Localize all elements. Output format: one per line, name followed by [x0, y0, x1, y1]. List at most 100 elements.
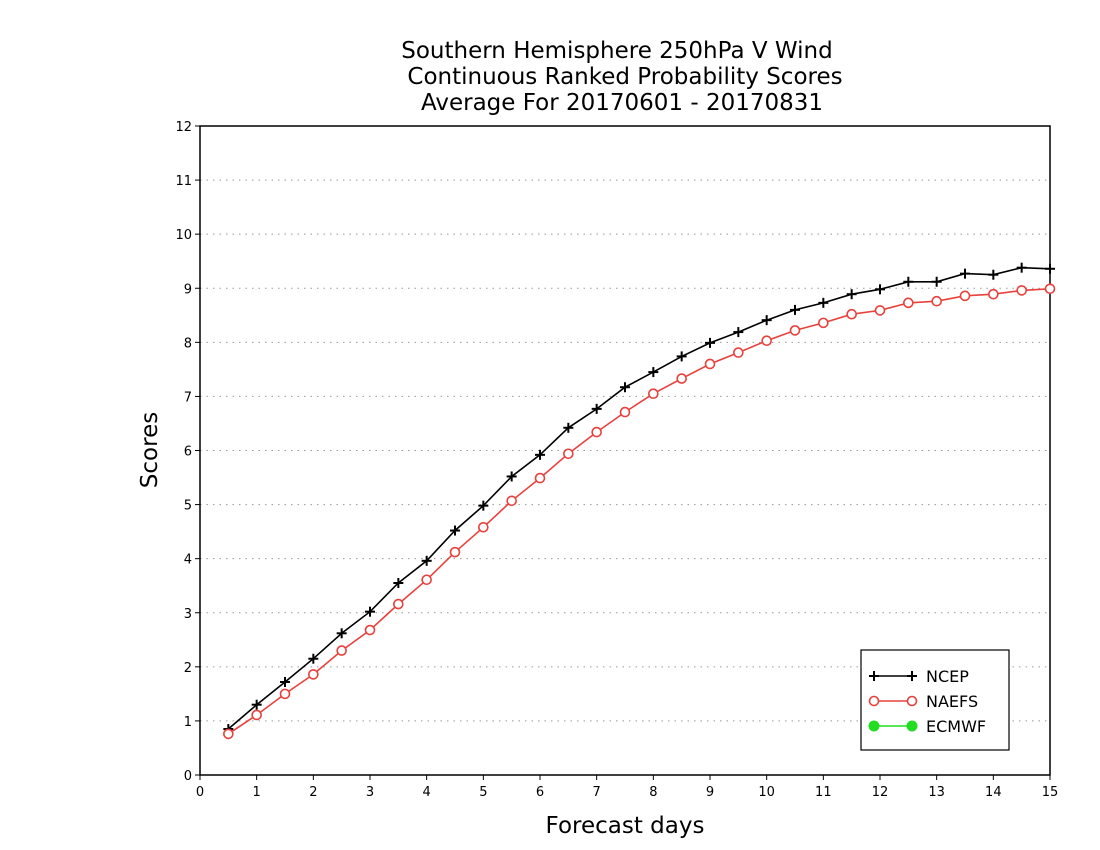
- data-point-ncep: [988, 269, 999, 280]
- x-axis-title: Forecast days: [546, 813, 705, 839]
- y-tick-label: 4: [184, 553, 192, 568]
- data-point-naefs: [563, 448, 574, 460]
- x-tick-label: 5: [479, 785, 487, 800]
- x-tick-label: 13: [928, 785, 945, 800]
- x-tick-label: 3: [366, 785, 374, 800]
- data-point-ncep: [535, 449, 545, 460]
- data-point-ncep: [563, 422, 574, 433]
- y-axis-title: Scores: [137, 412, 163, 488]
- title-line-3: Average For 20170601 - 20170831: [421, 90, 823, 116]
- data-point-ncep: [1045, 263, 1055, 274]
- y-tick-label: 7: [184, 390, 192, 405]
- data-point-ncep: [761, 315, 772, 326]
- y-tick-label: 6: [184, 445, 192, 460]
- data-point-ncep: [251, 699, 262, 710]
- y-tick-label: 1: [184, 715, 192, 730]
- data-point-naefs: [478, 521, 489, 533]
- series-naefs: [223, 283, 1056, 740]
- data-point-naefs: [988, 288, 999, 300]
- data-point-naefs: [761, 335, 772, 347]
- data-point-naefs: [733, 347, 744, 358]
- data-point-ncep: [733, 327, 744, 338]
- legend-label: ECMWF: [926, 717, 986, 736]
- data-point-naefs: [421, 574, 432, 586]
- x-tick-label: 8: [649, 785, 657, 800]
- data-point-ncep: [393, 578, 404, 589]
- data-point-naefs: [931, 295, 942, 307]
- legend-label: NCEP: [926, 667, 969, 686]
- legend-marker-start: [868, 720, 880, 732]
- data-point-ncep: [705, 337, 715, 348]
- y-tick-label: 8: [184, 336, 192, 351]
- legend-entry-naefs: NAEFS: [868, 692, 978, 711]
- y-tick-label: 3: [184, 607, 192, 622]
- x-tick-label: 0: [196, 785, 204, 800]
- title-line-2: Continuous Ranked Probability Scores: [407, 64, 842, 90]
- x-tick-label: 15: [1042, 785, 1059, 800]
- legend-entry-ecmwf: ECMWF: [868, 717, 986, 736]
- x-tick-label: 6: [536, 785, 544, 800]
- data-point-naefs: [591, 426, 602, 438]
- legend: NCEP NAEFS ECMWF: [860, 649, 1010, 751]
- x-tick-label: 9: [706, 785, 714, 800]
- data-point-naefs: [534, 472, 546, 484]
- legend-box: [860, 649, 1010, 751]
- legend-entry-ncep: NCEP: [869, 667, 969, 686]
- data-point-naefs: [251, 709, 262, 721]
- data-point-naefs: [959, 290, 971, 302]
- legend-marker-end: [906, 695, 918, 707]
- legend-marker-start: [868, 695, 880, 707]
- data-point-naefs: [223, 728, 234, 740]
- x-tick-label: 2: [309, 785, 317, 800]
- data-point-naefs: [846, 308, 857, 320]
- data-point-ncep: [450, 525, 460, 536]
- data-point-ncep: [365, 606, 375, 617]
- data-point-ncep: [818, 297, 829, 308]
- series-layer: [223, 262, 1056, 740]
- legend-marker-start: [869, 671, 879, 681]
- data-point-naefs: [648, 388, 659, 400]
- y-tick-label: 9: [184, 282, 192, 297]
- y-grid-lines: [200, 179, 1050, 722]
- x-tick-label: 10: [758, 785, 775, 800]
- data-point-naefs: [704, 358, 716, 370]
- data-point-ncep: [648, 367, 659, 378]
- x-tick-label: 12: [872, 785, 889, 800]
- data-point-ncep: [931, 276, 942, 287]
- data-point-ncep: [620, 382, 630, 393]
- series-ncep: [223, 262, 1055, 735]
- data-point-naefs: [308, 669, 319, 680]
- y-tick-label: 0: [184, 769, 192, 784]
- y-tick-label: 12: [175, 120, 192, 135]
- data-point-ncep: [336, 628, 347, 639]
- data-point-ncep: [1016, 262, 1027, 273]
- y-tick-label: 2: [184, 661, 192, 676]
- x-tick-label: 14: [985, 785, 1002, 800]
- data-point-ncep: [421, 555, 432, 566]
- data-point-naefs: [1044, 283, 1056, 295]
- data-point-naefs: [449, 546, 461, 558]
- x-tick-label: 7: [593, 785, 601, 800]
- data-point-naefs: [506, 495, 517, 507]
- data-point-ncep: [790, 304, 800, 315]
- data-point-naefs: [874, 305, 886, 316]
- data-point-ncep: [280, 676, 290, 687]
- y-tick-label: 11: [175, 174, 192, 189]
- data-point-ncep: [308, 653, 319, 664]
- data-point-ncep: [846, 289, 857, 300]
- x-tick-labels: 0 1 2 3 4 5 6 7 8 9 10 11 12 13 14 15: [196, 785, 1058, 800]
- data-point-ncep: [903, 276, 914, 287]
- data-point-naefs: [619, 406, 631, 418]
- x-tick-label: 1: [253, 785, 261, 800]
- data-point-naefs: [903, 297, 914, 309]
- data-point-naefs: [676, 373, 687, 384]
- data-point-ncep: [478, 500, 489, 511]
- data-point-naefs: [1016, 285, 1027, 296]
- x-tick-label: 4: [423, 785, 431, 800]
- data-point-ncep: [875, 284, 885, 295]
- legend-label: NAEFS: [926, 692, 978, 711]
- data-point-naefs: [364, 624, 376, 636]
- legend-marker-end: [907, 671, 917, 681]
